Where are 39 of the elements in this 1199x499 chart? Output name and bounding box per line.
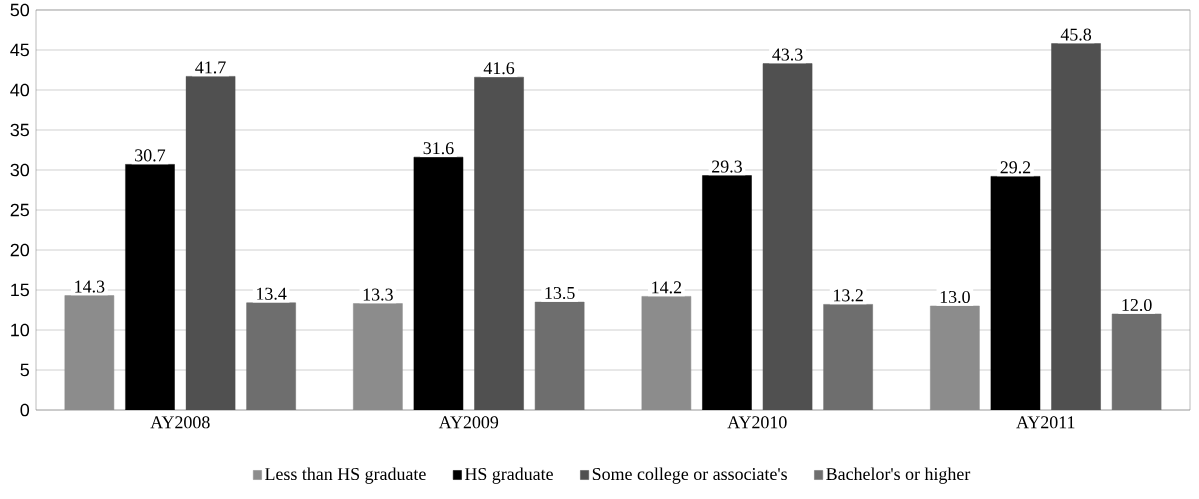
data-label: 13.3 xyxy=(363,288,393,301)
data-label: 13.4 xyxy=(257,287,287,300)
bar xyxy=(185,76,236,410)
x-tick-label: AY2008 xyxy=(150,416,210,429)
data-label: 30.7 xyxy=(135,149,166,162)
data-label: 41.6 xyxy=(483,62,515,75)
data-label: 43.3 xyxy=(772,48,803,61)
data-label: 41.7 xyxy=(195,61,226,74)
data-label: 14.3 xyxy=(75,280,105,293)
data-label: 13.2 xyxy=(834,289,863,302)
y-tick-label: 25 xyxy=(10,203,30,217)
bar xyxy=(1051,43,1101,410)
legend-label: Bachelor's or higher xyxy=(826,467,971,484)
data-label: 31.6 xyxy=(423,142,454,155)
data-label: 29.3 xyxy=(712,160,742,173)
legend-label: Some college or associate's xyxy=(592,467,787,484)
x-tick-label: AY2010 xyxy=(727,416,787,429)
y-tick-label: 20 xyxy=(10,243,30,257)
y-tick-label: 15 xyxy=(11,283,30,297)
y-tick-label: 10 xyxy=(11,323,30,337)
x-tick-label: AY2011 xyxy=(1016,416,1075,429)
x-tick-label: AY2009 xyxy=(438,416,499,429)
y-tick-label: 35 xyxy=(10,123,30,137)
y-tick-label: 45 xyxy=(10,43,30,57)
bar xyxy=(762,63,813,410)
y-tick-label: 50 xyxy=(10,3,30,17)
y-tick-label: 40 xyxy=(10,83,30,97)
legend-label: Less than HS graduate xyxy=(265,467,426,484)
data-label: 29.2 xyxy=(1000,161,1031,174)
data-label: 45.8 xyxy=(1060,28,1092,41)
data-label: 13.0 xyxy=(940,290,970,304)
y-tick-label: 5 xyxy=(20,363,30,377)
bar xyxy=(474,76,524,410)
y-tick-label: 0 xyxy=(20,403,30,417)
legend-label: HS graduate xyxy=(464,467,553,484)
data-label: 13.5 xyxy=(545,286,575,300)
data-label: 14.2 xyxy=(652,281,682,294)
data-label: 12.0 xyxy=(1122,298,1152,312)
y-tick-label: 30 xyxy=(10,163,30,177)
